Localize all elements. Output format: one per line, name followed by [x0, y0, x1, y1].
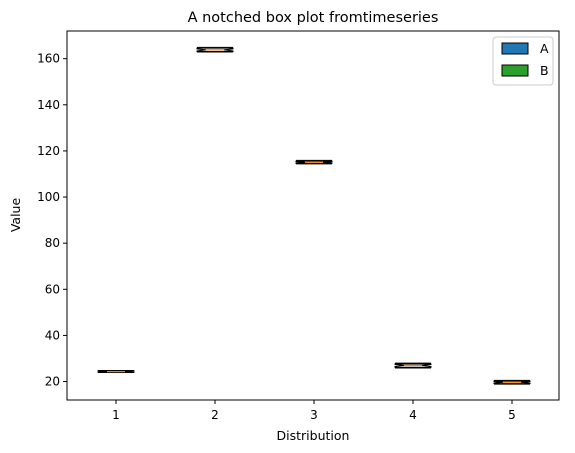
y-tick-label: 80 [45, 236, 60, 250]
y-tick-label: 60 [45, 282, 60, 296]
box-3 [295, 159, 333, 165]
x-tick-label: 5 [508, 408, 516, 422]
x-tick-label: 3 [310, 408, 318, 422]
box-body [493, 380, 531, 385]
y-axis: 20 40 60 80 100 120 140 160 [37, 52, 67, 389]
boxes-group [97, 46, 531, 385]
x-tick-label: 4 [409, 408, 417, 422]
y-axis-label: Value [8, 198, 23, 233]
legend-swatch-a [501, 42, 529, 55]
box-4 [394, 362, 432, 369]
y-tick-label: 160 [37, 52, 60, 66]
box-body [97, 370, 135, 373]
plot-frame [66, 30, 560, 401]
box-body [295, 160, 333, 164]
y-tick-label: 140 [37, 98, 60, 112]
x-axis-label: Distribution [277, 428, 350, 443]
y-tick-label: 40 [45, 328, 60, 342]
x-tick-label: 1 [112, 408, 120, 422]
legend-label-a: A [540, 41, 549, 56]
x-tick-label: 2 [211, 408, 219, 422]
y-tick-label: 20 [45, 375, 60, 389]
legend-label-b: B [540, 63, 549, 78]
y-tick-label: 120 [37, 144, 60, 158]
chart-title: A notched box plot fromtimeseries [188, 10, 439, 26]
box-1 [97, 369, 135, 374]
plot-area [67, 31, 559, 400]
x-axis: 1 2 3 4 5 [112, 400, 516, 422]
legend: A B [492, 36, 554, 86]
legend-swatch-b [501, 64, 529, 77]
box-body [394, 363, 432, 368]
y-tick-label: 100 [37, 190, 60, 204]
box-2 [196, 46, 234, 53]
box-5 [493, 379, 531, 385]
box-body [196, 47, 234, 52]
